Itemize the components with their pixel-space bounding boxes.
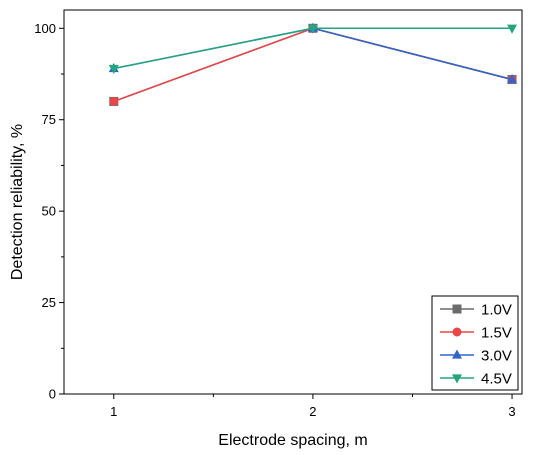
legend-marker bbox=[452, 327, 462, 337]
y-tick-label: 75 bbox=[42, 112, 56, 127]
legend: 1.0V 1.5V 3.0V 4.5V bbox=[431, 295, 519, 391]
legend-item-30v: 3.0V bbox=[440, 348, 512, 365]
legend-box bbox=[431, 295, 519, 391]
legend-label: 3.0V bbox=[481, 348, 512, 365]
legend-marker bbox=[452, 349, 462, 359]
y-tick-label: 0 bbox=[49, 387, 56, 402]
y-tick-label: 25 bbox=[42, 295, 56, 310]
series-45v bbox=[108, 24, 518, 75]
legend-marker bbox=[452, 374, 462, 384]
data-point-45v bbox=[507, 24, 518, 34]
series-line-30v bbox=[113, 27, 513, 81]
legend-marker bbox=[452, 304, 462, 314]
data-point-30v bbox=[507, 73, 518, 84]
y-tick-label: 50 bbox=[42, 204, 56, 219]
y-axis-title: Detection reliability, % bbox=[9, 124, 26, 280]
x-tick-label: 2 bbox=[309, 404, 316, 419]
legend-label: 1.0V bbox=[481, 302, 512, 319]
data-point-15v bbox=[109, 96, 119, 106]
x-axis-title: Electrode spacing, m bbox=[218, 432, 367, 449]
plot-frame bbox=[63, 9, 523, 395]
legend-item-45v: 4.5V bbox=[440, 371, 512, 388]
y-tick-label: 100 bbox=[34, 21, 56, 36]
legend-label: 4.5V bbox=[481, 371, 512, 388]
legend-item-15v: 1.5V bbox=[440, 325, 512, 342]
legend-item-10v: 1.0V bbox=[440, 302, 512, 319]
series-layer bbox=[108, 22, 518, 106]
axes: 0 25 50 75 100 1 2 3 bbox=[34, 9, 523, 419]
legend-label: 1.5V bbox=[481, 325, 512, 342]
data-point-45v bbox=[307, 24, 318, 34]
x-tick-label: 3 bbox=[508, 404, 515, 419]
x-tick-label: 1 bbox=[110, 404, 117, 419]
data-point-45v bbox=[108, 64, 119, 75]
series-line-45v bbox=[113, 27, 513, 70]
